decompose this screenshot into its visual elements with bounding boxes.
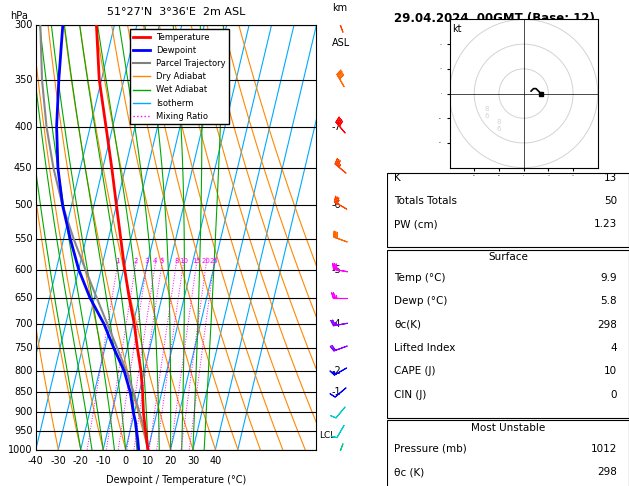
Text: -40: -40 bbox=[28, 456, 44, 466]
Text: kt: kt bbox=[452, 24, 462, 34]
Text: Dewpoint / Temperature (°C): Dewpoint / Temperature (°C) bbox=[106, 475, 246, 485]
Text: Most Unstable: Most Unstable bbox=[470, 423, 545, 433]
Text: 10: 10 bbox=[604, 366, 617, 377]
Text: hPa: hPa bbox=[11, 11, 28, 21]
Text: θᴄ (K): θᴄ (K) bbox=[394, 467, 425, 477]
Text: Surface: Surface bbox=[488, 252, 528, 262]
Text: 700: 700 bbox=[14, 319, 33, 329]
Text: 1: 1 bbox=[116, 258, 120, 263]
Text: Lifted Index: Lifted Index bbox=[394, 343, 455, 353]
Text: Temp (°C): Temp (°C) bbox=[394, 273, 445, 283]
Text: 8
6: 8 6 bbox=[484, 106, 489, 119]
Text: 2: 2 bbox=[134, 258, 138, 263]
Text: PW (cm): PW (cm) bbox=[394, 219, 438, 229]
Text: 450: 450 bbox=[14, 163, 33, 173]
Text: 20: 20 bbox=[164, 456, 177, 466]
Text: Dewp (°C): Dewp (°C) bbox=[394, 296, 447, 307]
Text: 3: 3 bbox=[145, 258, 149, 263]
Text: 4: 4 bbox=[610, 343, 617, 353]
Text: 4: 4 bbox=[153, 258, 157, 263]
Text: 5.8: 5.8 bbox=[600, 296, 617, 307]
Text: 8
6: 8 6 bbox=[497, 119, 501, 132]
Text: -1: -1 bbox=[332, 387, 342, 397]
Text: 50: 50 bbox=[604, 196, 617, 206]
Text: km: km bbox=[332, 2, 347, 13]
Text: 750: 750 bbox=[14, 343, 33, 353]
Text: θᴄ(K): θᴄ(K) bbox=[394, 320, 421, 330]
Text: 950: 950 bbox=[14, 427, 33, 436]
Text: 8: 8 bbox=[174, 258, 179, 263]
Text: Totals Totals: Totals Totals bbox=[394, 196, 457, 206]
Text: Pressure (mb): Pressure (mb) bbox=[394, 444, 467, 454]
Text: 800: 800 bbox=[14, 366, 33, 376]
Text: 29.04.2024  00GMT (Base: 12): 29.04.2024 00GMT (Base: 12) bbox=[394, 12, 595, 25]
Text: 0: 0 bbox=[610, 390, 617, 400]
Text: CIN (J): CIN (J) bbox=[394, 390, 426, 400]
Text: -4: -4 bbox=[332, 319, 342, 329]
Text: 900: 900 bbox=[14, 407, 33, 417]
Text: 1.23: 1.23 bbox=[594, 219, 617, 229]
Text: 298: 298 bbox=[597, 467, 617, 477]
Text: LCL: LCL bbox=[319, 431, 335, 440]
Text: -7: -7 bbox=[332, 122, 342, 132]
Text: -20: -20 bbox=[73, 456, 89, 466]
Text: -2: -2 bbox=[332, 366, 342, 376]
Text: K: K bbox=[394, 173, 401, 183]
Text: -6: -6 bbox=[332, 200, 342, 210]
Text: 850: 850 bbox=[14, 387, 33, 397]
Text: 1012: 1012 bbox=[591, 444, 617, 454]
Text: 650: 650 bbox=[14, 293, 33, 303]
Text: 600: 600 bbox=[14, 264, 33, 275]
Text: 0: 0 bbox=[123, 456, 129, 466]
Text: 9.9: 9.9 bbox=[600, 273, 617, 283]
Text: 30: 30 bbox=[187, 456, 199, 466]
Text: CAPE (J): CAPE (J) bbox=[394, 366, 436, 377]
Text: 400: 400 bbox=[14, 122, 33, 132]
Text: -30: -30 bbox=[50, 456, 66, 466]
Text: -10: -10 bbox=[96, 456, 111, 466]
Legend: Temperature, Dewpoint, Parcel Trajectory, Dry Adiabat, Wet Adiabat, Isotherm, Mi: Temperature, Dewpoint, Parcel Trajectory… bbox=[130, 30, 230, 124]
Text: 5: 5 bbox=[160, 258, 164, 263]
Text: 51°27'N  3°36'E  2m ASL: 51°27'N 3°36'E 2m ASL bbox=[107, 7, 245, 17]
Text: 15: 15 bbox=[192, 258, 201, 263]
Text: 550: 550 bbox=[14, 234, 33, 244]
Text: 300: 300 bbox=[14, 20, 33, 30]
Text: 25: 25 bbox=[209, 258, 218, 263]
Bar bbox=[387, 420, 629, 486]
Text: ASL: ASL bbox=[332, 38, 350, 48]
Text: 350: 350 bbox=[14, 74, 33, 85]
Text: 10: 10 bbox=[179, 258, 188, 263]
Text: 1000: 1000 bbox=[8, 445, 33, 454]
Bar bbox=[387, 173, 629, 247]
Text: -5: -5 bbox=[332, 264, 342, 275]
Text: 20: 20 bbox=[202, 258, 211, 263]
Text: 40: 40 bbox=[209, 456, 221, 466]
Text: 500: 500 bbox=[14, 200, 33, 210]
Text: 10: 10 bbox=[142, 456, 154, 466]
Bar bbox=[387, 250, 629, 418]
Text: 298: 298 bbox=[597, 320, 617, 330]
Text: 13: 13 bbox=[604, 173, 617, 183]
